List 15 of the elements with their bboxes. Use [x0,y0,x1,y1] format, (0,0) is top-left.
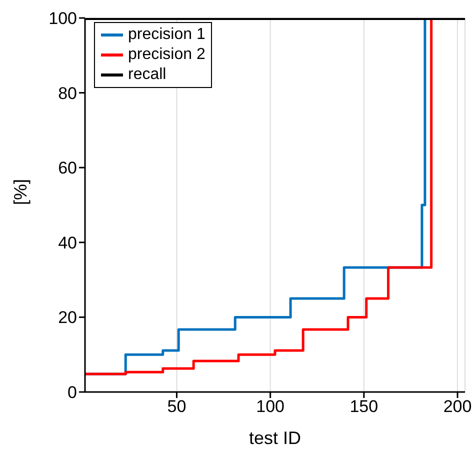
x-axis-title: test ID [248,428,302,448]
y-tick-label: 20 [58,308,77,328]
x-tick-label: 50 [167,397,186,416]
y-axis-title: [%] [10,178,30,205]
legend-label: precision 2 [128,45,206,65]
y-tick-label: 0 [68,383,77,402]
x-tick-label: 150 [350,397,378,416]
x-tick-label: 100 [256,397,285,416]
y-tick-label: 60 [58,158,77,178]
y-tick-label: 100 [48,9,77,28]
legend-label: recall [128,65,166,85]
y-tick-label: 40 [58,233,77,252]
legend-label: precision 1 [128,25,206,45]
y-tick-label: 80 [58,84,77,103]
x-tick-label: 200 [443,397,472,416]
